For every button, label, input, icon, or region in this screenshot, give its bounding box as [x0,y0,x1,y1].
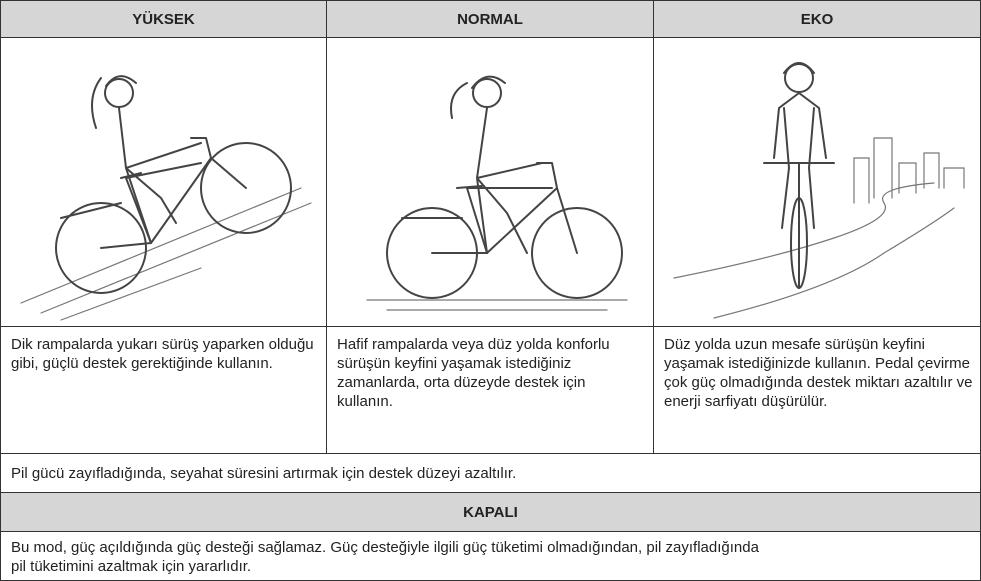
description-text: Dik rampalarda yukarı sürüş yaparken old… [11,336,314,372]
battery-note-text: Pil gücü zayıfladığında, seyahat süresin… [11,465,517,482]
illustration-cell [653,37,981,327]
illustration-eco [673,62,965,319]
mode-header: NORMAL [326,0,654,38]
illustration-flat [366,75,628,311]
off-header-text: KAPALI [463,503,518,521]
off-header: KAPALI [0,492,981,532]
off-description-text: Bu mod, güç açıldığında güç desteği sağl… [11,539,759,575]
illustration-cell [326,37,654,327]
mode-header-text: NORMAL [457,10,523,28]
battery-note: Pil gücü zayıfladığında, seyahat süresin… [0,453,981,493]
description-text: Hafif rampalarda veya düz yolda konforlu… [337,336,610,410]
mode-header: EKO [653,0,981,38]
mode-header-text: YÜKSEK [132,10,195,28]
illustration-cell [0,37,327,327]
description-text: Düz yolda uzun mesafe sürüşün keyfini ya… [664,336,973,410]
mode-description: Hafif rampalarda veya düz yolda konforlu… [326,326,654,454]
mode-description: Dik rampalarda yukarı sürüş yaparken old… [0,326,327,454]
illustration-uphill [20,75,312,321]
off-description: Bu mod, güç açıldığında güç desteği sağl… [0,531,981,581]
mode-header: YÜKSEK [0,0,327,38]
mode-description: Düz yolda uzun mesafe sürüşün keyfini ya… [653,326,981,454]
mode-header-text: EKO [800,10,834,28]
